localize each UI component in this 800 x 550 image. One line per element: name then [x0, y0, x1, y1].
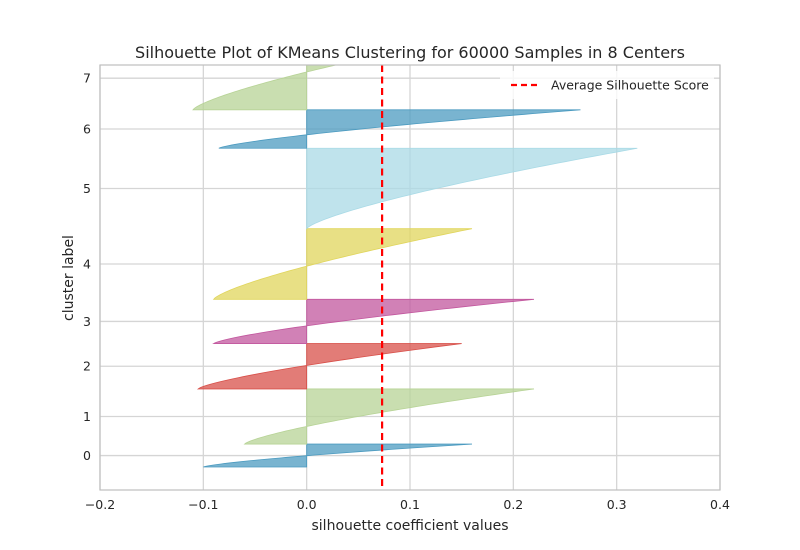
- x-tick-label: −0.1: [188, 497, 218, 512]
- x-tick-label: 0.2: [503, 497, 523, 512]
- cluster-5-silhouette: [306, 147, 638, 230]
- y-tick-label: 0: [83, 448, 91, 463]
- cluster-silhouettes: [192, 65, 638, 468]
- y-axis-label: cluster label: [61, 235, 77, 321]
- cluster-7-silhouette: [192, 65, 338, 111]
- chart-title: Silhouette Plot of KMeans Clustering for…: [135, 43, 685, 62]
- x-tick-label: 0.4: [710, 497, 730, 512]
- cluster-3-silhouette: [212, 298, 535, 344]
- legend-average-label: Average Silhouette Score: [551, 78, 709, 93]
- axes: −0.2 −0.1 0.0 0.1 0.2 0.3 0.4 0 1 2 3 4 5 6 7: [83, 64, 730, 512]
- y-tick-label: 3: [83, 314, 91, 329]
- plot-frame: [99, 64, 721, 491]
- y-tick-label: 1: [83, 409, 91, 424]
- cluster-6-silhouette: [218, 109, 581, 149]
- y-tick-label: 7: [83, 71, 91, 86]
- x-tick-label: 0.3: [607, 497, 627, 512]
- y-tick-label: 5: [83, 181, 91, 196]
- x-tick-label: 0.0: [297, 497, 317, 512]
- x-tick-label: 0.1: [400, 497, 420, 512]
- legend: Average Silhouette Score: [500, 71, 714, 99]
- x-tick-label: −0.2: [85, 497, 115, 512]
- x-axis-label: silhouette coefficient values: [312, 518, 509, 534]
- y-tick-label: 6: [83, 122, 91, 137]
- cluster-1-silhouette: [243, 388, 535, 445]
- y-tick-label: 2: [83, 359, 91, 374]
- cluster-0-silhouette: [203, 443, 473, 468]
- cluster-4-silhouette: [212, 228, 473, 300]
- y-tick-label: 4: [83, 257, 91, 272]
- cluster-2-silhouette: [196, 343, 462, 390]
